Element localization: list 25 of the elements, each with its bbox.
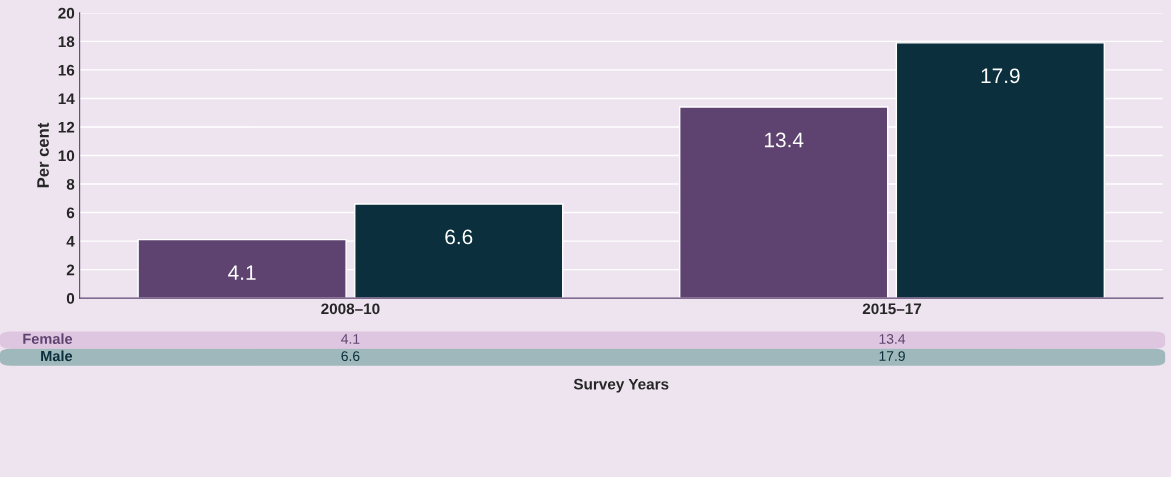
y-tick-label: 2	[66, 264, 75, 276]
y-tick-label: 20	[58, 7, 75, 19]
y-tick-label: 6	[66, 207, 75, 219]
data-label: 4.1	[228, 265, 256, 280]
text: 17.9	[879, 351, 905, 361]
y-tick-label: 0	[66, 292, 75, 304]
y-tick-label: 8	[66, 178, 75, 190]
y-tick-label: 4	[66, 236, 75, 247]
text: 4.1	[341, 334, 360, 344]
y-tick-label: 10	[58, 150, 75, 162]
x-axis-title: Survey Years	[573, 378, 669, 393]
y-tick-label: 16	[58, 64, 75, 76]
data-label: 6.6	[445, 229, 473, 245]
y-tick-label: 14	[58, 93, 75, 104]
y-axis-title: Per cent	[37, 122, 49, 188]
data-label: 13.4	[765, 132, 804, 148]
text: Male	[41, 350, 73, 362]
y-tick-label: 12	[58, 121, 75, 133]
text: 6.6	[341, 351, 360, 361]
y-tick-label: 18	[58, 36, 75, 48]
data-label: 17.9	[981, 68, 1020, 84]
text: 13.4	[879, 333, 906, 344]
x-tick-label: 2008–10	[321, 303, 380, 315]
text: Female	[23, 333, 73, 345]
x-tick-label: 2015–17	[862, 303, 922, 315]
